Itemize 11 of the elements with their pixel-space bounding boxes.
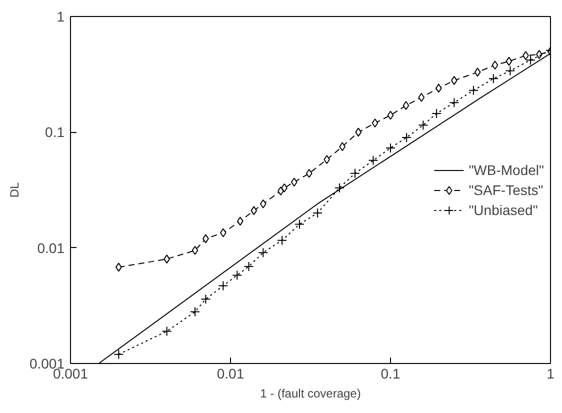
y-tick-label: 0.1	[45, 124, 65, 140]
x-tick-label: 1	[546, 366, 555, 382]
legend-label: "Unbiased"	[468, 202, 538, 218]
x-tick-label: 0.1	[380, 366, 400, 382]
y-axis-title: DL	[7, 182, 22, 198]
x-axis-title: 1 - (fault coverage)	[260, 386, 361, 400]
y-tick-label: 0.01	[37, 240, 65, 256]
y-tick-label: 1	[56, 8, 65, 24]
legend-label: "WB-Model"	[468, 162, 544, 178]
x-tick-label: 0.01	[216, 366, 244, 382]
legend-label: "SAF-Tests"	[468, 182, 544, 198]
